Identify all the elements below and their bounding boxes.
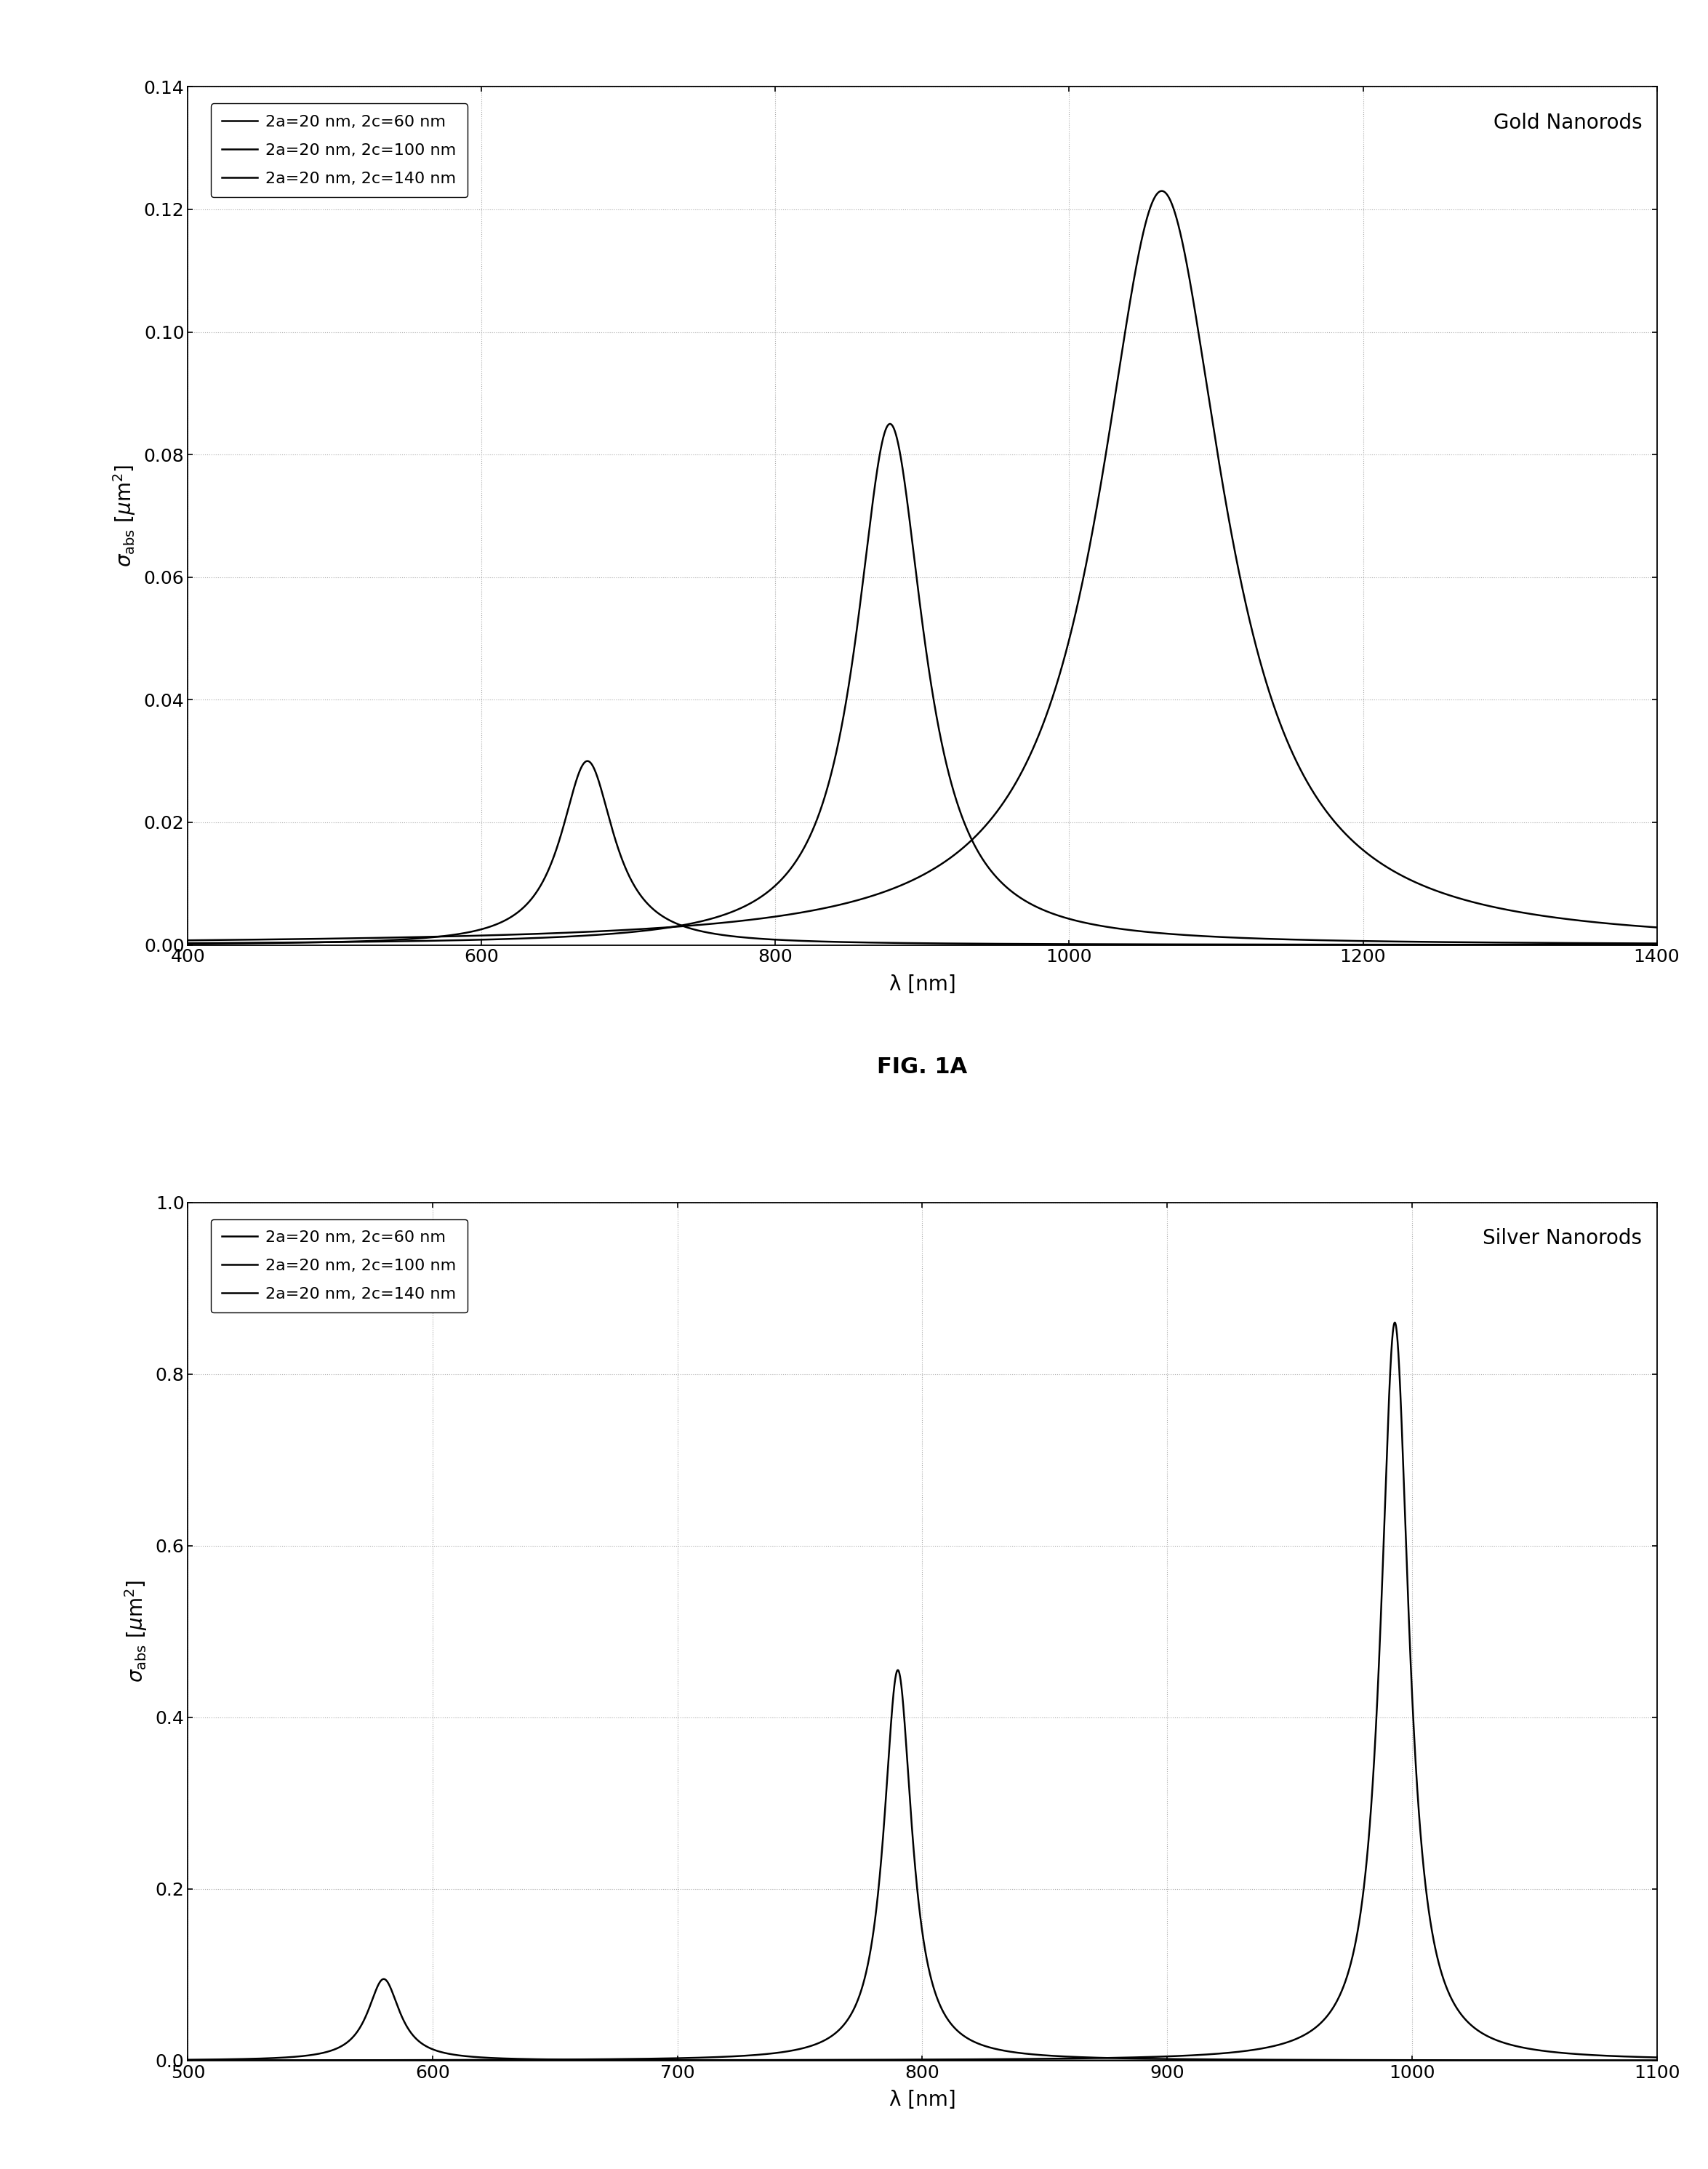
Line: 2a=20 nm, 2c=140 nm: 2a=20 nm, 2c=140 nm xyxy=(188,1323,1657,2061)
Legend: 2a=20 nm, 2c=60 nm, 2a=20 nm, 2c=100 nm, 2a=20 nm, 2c=140 nm: 2a=20 nm, 2c=60 nm, 2a=20 nm, 2c=100 nm,… xyxy=(210,104,468,197)
2a=20 nm, 2c=60 nm xyxy=(374,1965,395,1991)
2a=20 nm, 2c=140 nm xyxy=(1647,915,1667,941)
2a=20 nm, 2c=60 nm xyxy=(239,931,260,957)
2a=20 nm, 2c=140 nm xyxy=(895,870,915,896)
2a=20 nm, 2c=60 nm xyxy=(466,917,487,944)
2a=20 nm, 2c=140 nm xyxy=(1647,2045,1667,2071)
2a=20 nm, 2c=100 nm xyxy=(1647,931,1667,957)
2a=20 nm, 2c=140 nm xyxy=(1385,1310,1406,1336)
Line: 2a=20 nm, 2c=60 nm: 2a=20 nm, 2c=60 nm xyxy=(188,1978,1657,2061)
2a=20 nm, 2c=140 nm xyxy=(184,926,205,952)
2a=20 nm, 2c=140 nm xyxy=(1570,907,1590,933)
Line: 2a=20 nm, 2c=100 nm: 2a=20 nm, 2c=100 nm xyxy=(188,423,1657,944)
2a=20 nm, 2c=140 nm xyxy=(895,2048,915,2074)
2a=20 nm, 2c=100 nm xyxy=(895,479,915,505)
2a=20 nm, 2c=140 nm xyxy=(239,2048,260,2074)
2a=20 nm, 2c=140 nm xyxy=(178,2048,198,2074)
2a=20 nm, 2c=100 nm xyxy=(888,1657,909,1683)
2a=20 nm, 2c=60 nm xyxy=(265,2045,285,2071)
Line: 2a=20 nm, 2c=100 nm: 2a=20 nm, 2c=100 nm xyxy=(188,1670,1657,2061)
2a=20 nm, 2c=140 nm xyxy=(265,926,285,952)
X-axis label: λ [nm]: λ [nm] xyxy=(888,974,956,993)
2a=20 nm, 2c=60 nm xyxy=(1570,2048,1590,2074)
2a=20 nm, 2c=100 nm xyxy=(1570,2048,1590,2074)
Text: Silver Nanorods: Silver Nanorods xyxy=(1483,1228,1641,1249)
Y-axis label: $\sigma_{\mathrm{abs}}\ [\mu\mathrm{m}^2]$: $\sigma_{\mathrm{abs}}\ [\mu\mathrm{m}^2… xyxy=(111,464,138,566)
2a=20 nm, 2c=140 nm xyxy=(265,2048,285,2074)
2a=20 nm, 2c=60 nm xyxy=(239,2045,260,2071)
2a=20 nm, 2c=60 nm xyxy=(895,931,915,957)
Line: 2a=20 nm, 2c=140 nm: 2a=20 nm, 2c=140 nm xyxy=(188,191,1657,941)
Text: FIG. 1A: FIG. 1A xyxy=(878,1056,967,1078)
2a=20 nm, 2c=100 nm xyxy=(466,2048,487,2074)
2a=20 nm, 2c=100 nm xyxy=(184,931,205,957)
2a=20 nm, 2c=60 nm xyxy=(577,748,598,774)
2a=20 nm, 2c=100 nm xyxy=(239,931,260,957)
2a=20 nm, 2c=60 nm xyxy=(1647,933,1667,959)
2a=20 nm, 2c=100 nm xyxy=(895,1731,915,1757)
2a=20 nm, 2c=60 nm xyxy=(1570,933,1590,959)
2a=20 nm, 2c=60 nm xyxy=(466,2043,487,2069)
2a=20 nm, 2c=60 nm xyxy=(1647,2048,1667,2074)
2a=20 nm, 2c=60 nm xyxy=(178,931,198,957)
2a=20 nm, 2c=140 nm xyxy=(184,2048,205,2074)
X-axis label: λ [nm]: λ [nm] xyxy=(888,2089,956,2110)
2a=20 nm, 2c=100 nm xyxy=(1570,931,1590,957)
2a=20 nm, 2c=60 nm xyxy=(895,2048,915,2074)
Legend: 2a=20 nm, 2c=60 nm, 2a=20 nm, 2c=100 nm, 2a=20 nm, 2c=140 nm: 2a=20 nm, 2c=60 nm, 2a=20 nm, 2c=100 nm,… xyxy=(210,1219,468,1312)
Y-axis label: $\sigma_{\mathrm{abs}}\ [\mu\mathrm{m}^2]$: $\sigma_{\mathrm{abs}}\ [\mu\mathrm{m}^2… xyxy=(123,1581,149,1683)
2a=20 nm, 2c=140 nm xyxy=(178,928,198,954)
Line: 2a=20 nm, 2c=60 nm: 2a=20 nm, 2c=60 nm xyxy=(188,761,1657,946)
2a=20 nm, 2c=100 nm xyxy=(239,2048,260,2074)
2a=20 nm, 2c=100 nm xyxy=(265,2048,285,2074)
2a=20 nm, 2c=140 nm xyxy=(466,2048,487,2074)
2a=20 nm, 2c=100 nm xyxy=(265,931,285,957)
2a=20 nm, 2c=60 nm xyxy=(178,2048,198,2074)
2a=20 nm, 2c=60 nm xyxy=(184,2048,205,2074)
2a=20 nm, 2c=140 nm xyxy=(1151,178,1172,204)
2a=20 nm, 2c=100 nm xyxy=(1647,2048,1667,2074)
2a=20 nm, 2c=100 nm xyxy=(184,2048,205,2074)
2a=20 nm, 2c=140 nm xyxy=(1570,2041,1590,2067)
2a=20 nm, 2c=140 nm xyxy=(239,926,260,952)
2a=20 nm, 2c=60 nm xyxy=(265,931,285,957)
Text: Gold Nanorods: Gold Nanorods xyxy=(1493,113,1641,132)
2a=20 nm, 2c=140 nm xyxy=(466,922,487,948)
2a=20 nm, 2c=100 nm xyxy=(178,931,198,957)
2a=20 nm, 2c=100 nm xyxy=(880,410,900,436)
2a=20 nm, 2c=60 nm xyxy=(184,931,205,957)
2a=20 nm, 2c=100 nm xyxy=(466,926,487,952)
2a=20 nm, 2c=100 nm xyxy=(178,2048,198,2074)
